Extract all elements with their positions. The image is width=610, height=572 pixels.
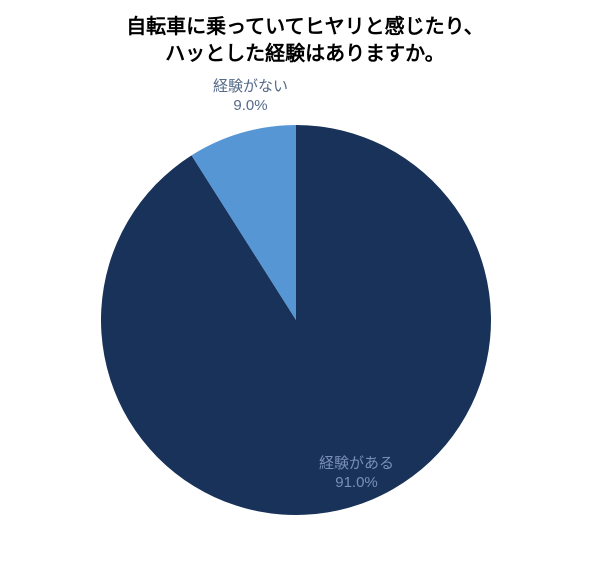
slice-label-1: 経験がない 9.0% bbox=[213, 78, 288, 116]
pie-slices bbox=[101, 125, 491, 515]
slice-label-1-pct: 9.0% bbox=[233, 97, 267, 114]
slice-label-0: 経験がある 91.0% bbox=[319, 455, 394, 493]
chart-stage: 自転車に乗っていてヒヤリと感じたり、 ハッとした経験はありますか。 経験がある9… bbox=[0, 0, 610, 572]
pie-chart bbox=[0, 0, 610, 572]
slice-label-1-name: 経験がない bbox=[213, 78, 288, 95]
slice-label-0-pct: 91.0% bbox=[335, 474, 378, 491]
slice-label-0-name: 経験がある bbox=[319, 455, 394, 472]
